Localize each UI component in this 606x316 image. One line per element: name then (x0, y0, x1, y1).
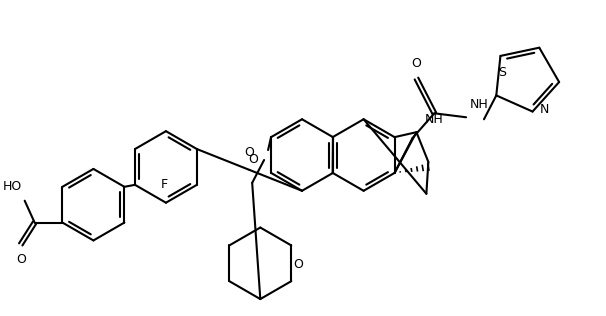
Text: O: O (16, 253, 25, 266)
Text: HO: HO (2, 180, 22, 193)
Text: NH: NH (424, 113, 443, 126)
Text: O: O (293, 258, 303, 271)
Text: O: O (245, 146, 255, 159)
Text: NH: NH (470, 98, 489, 111)
Text: N: N (539, 103, 549, 116)
Text: O: O (248, 154, 258, 167)
Text: F: F (161, 178, 167, 191)
Text: S: S (498, 66, 507, 79)
Text: O: O (411, 57, 421, 70)
